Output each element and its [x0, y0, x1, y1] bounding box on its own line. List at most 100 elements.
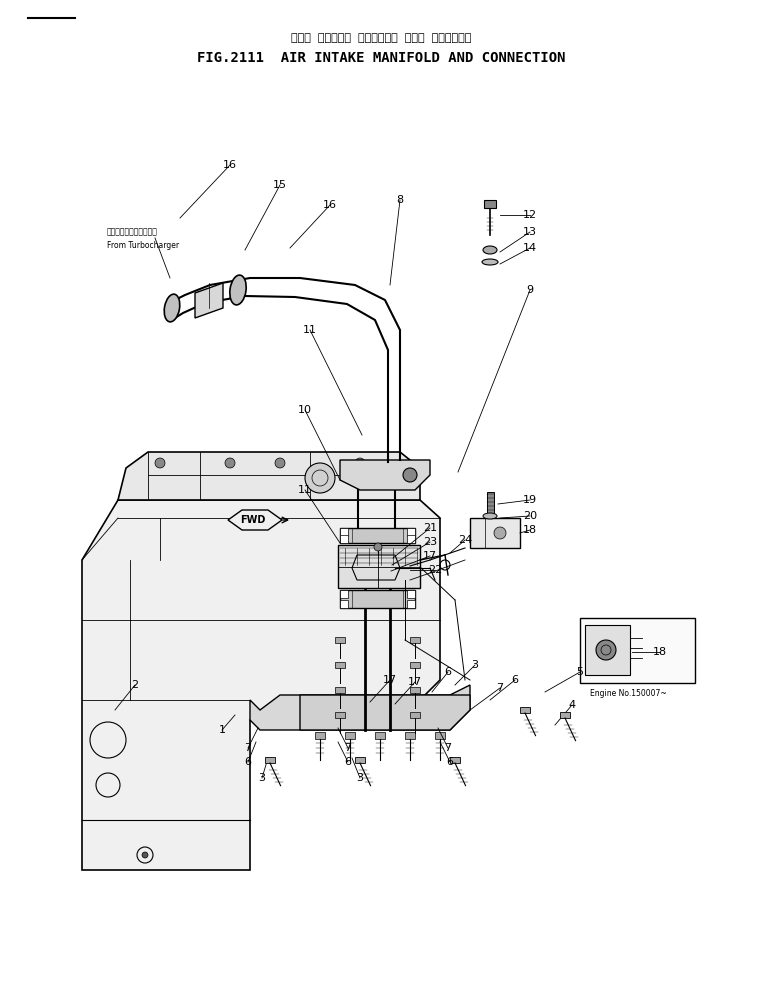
- Text: 6: 6: [245, 757, 251, 767]
- Circle shape: [374, 543, 382, 551]
- Polygon shape: [340, 590, 415, 608]
- Polygon shape: [300, 695, 470, 730]
- Text: 17: 17: [423, 551, 437, 561]
- Text: 13: 13: [523, 227, 537, 237]
- Bar: [335, 637, 345, 643]
- Polygon shape: [118, 452, 420, 500]
- Text: 6: 6: [444, 667, 452, 677]
- Circle shape: [355, 458, 365, 468]
- Text: 7: 7: [496, 683, 504, 693]
- Bar: [410, 712, 420, 718]
- Text: 22: 22: [428, 565, 442, 575]
- Ellipse shape: [230, 275, 246, 305]
- Circle shape: [596, 640, 616, 660]
- Polygon shape: [250, 685, 470, 730]
- Bar: [345, 732, 355, 739]
- Text: 16: 16: [323, 200, 337, 210]
- Circle shape: [155, 458, 165, 468]
- Text: 14: 14: [523, 243, 537, 253]
- Text: FWD: FWD: [240, 515, 266, 525]
- Text: 16: 16: [223, 160, 237, 170]
- Circle shape: [275, 458, 285, 468]
- Bar: [560, 712, 570, 718]
- Bar: [335, 687, 345, 693]
- Bar: [410, 637, 420, 643]
- Text: 3: 3: [472, 660, 479, 670]
- Circle shape: [305, 463, 335, 493]
- Circle shape: [403, 468, 417, 482]
- Text: 19: 19: [523, 495, 537, 505]
- Text: 5: 5: [577, 667, 584, 677]
- Text: 8: 8: [396, 195, 404, 205]
- Text: 17: 17: [383, 675, 397, 685]
- Text: 7: 7: [344, 743, 351, 753]
- Text: 2: 2: [131, 680, 139, 690]
- Bar: [335, 712, 345, 718]
- Circle shape: [225, 458, 235, 468]
- Polygon shape: [228, 510, 282, 530]
- Text: 21: 21: [423, 523, 437, 533]
- Bar: [405, 732, 415, 739]
- Text: 7: 7: [245, 743, 251, 753]
- Text: 3: 3: [258, 773, 265, 783]
- Polygon shape: [407, 600, 415, 608]
- Text: 15: 15: [273, 180, 287, 190]
- Polygon shape: [407, 590, 415, 598]
- Text: 17: 17: [408, 677, 422, 687]
- Text: 23: 23: [423, 537, 437, 547]
- Polygon shape: [338, 545, 420, 588]
- Bar: [410, 662, 420, 668]
- Bar: [450, 757, 460, 763]
- Ellipse shape: [483, 246, 497, 254]
- Bar: [520, 707, 530, 713]
- Text: 11: 11: [298, 485, 312, 495]
- Polygon shape: [340, 528, 415, 543]
- Text: 6: 6: [344, 757, 351, 767]
- Polygon shape: [407, 535, 415, 543]
- Text: 4: 4: [568, 700, 575, 710]
- Polygon shape: [340, 600, 348, 608]
- Text: 6: 6: [511, 675, 518, 685]
- Text: エアー  インテーク  マニホールド  および  コネクション: エアー インテーク マニホールド および コネクション: [291, 33, 471, 43]
- Text: 7: 7: [444, 743, 452, 753]
- Text: From Turbocharger: From Turbocharger: [107, 241, 179, 250]
- Text: Engine No.150007~: Engine No.150007~: [590, 689, 667, 698]
- Text: 20: 20: [523, 511, 537, 521]
- Ellipse shape: [483, 513, 497, 519]
- Bar: [410, 687, 420, 693]
- Polygon shape: [340, 590, 348, 598]
- Ellipse shape: [482, 259, 498, 265]
- Ellipse shape: [165, 294, 180, 321]
- Polygon shape: [407, 528, 415, 536]
- Text: 24: 24: [458, 535, 472, 545]
- Circle shape: [142, 852, 148, 858]
- Text: ターボチャージャーから: ターボチャージャーから: [107, 228, 158, 237]
- Bar: [484, 200, 496, 208]
- Text: 18: 18: [653, 647, 667, 657]
- Text: 6: 6: [447, 757, 453, 767]
- Bar: [580, 618, 695, 683]
- Text: 3: 3: [357, 773, 363, 783]
- Text: 10: 10: [298, 405, 312, 415]
- Polygon shape: [470, 518, 520, 548]
- Polygon shape: [195, 283, 223, 318]
- Polygon shape: [340, 535, 348, 543]
- Polygon shape: [82, 500, 440, 870]
- Bar: [375, 732, 385, 739]
- Bar: [487, 492, 494, 516]
- Text: 18: 18: [523, 525, 537, 535]
- Circle shape: [494, 527, 506, 539]
- Bar: [355, 757, 365, 763]
- Text: 1: 1: [219, 725, 226, 735]
- Bar: [585, 625, 630, 675]
- Bar: [335, 662, 345, 668]
- Bar: [315, 732, 325, 739]
- Polygon shape: [340, 460, 430, 490]
- Text: 12: 12: [523, 210, 537, 220]
- Text: FIG.2111  AIR INTAKE MANIFOLD AND CONNECTION: FIG.2111 AIR INTAKE MANIFOLD AND CONNECT…: [197, 51, 565, 65]
- Bar: [435, 732, 445, 739]
- Bar: [265, 757, 275, 763]
- Text: 11: 11: [303, 325, 317, 335]
- Text: 9: 9: [527, 285, 533, 295]
- Polygon shape: [340, 528, 348, 536]
